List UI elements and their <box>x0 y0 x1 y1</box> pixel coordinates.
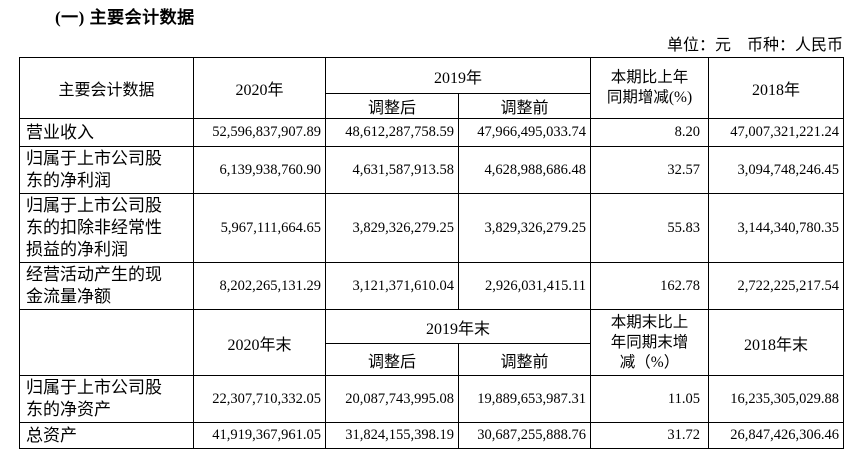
row-label: 营业收入 <box>19 118 194 147</box>
value-2020: 5,967,111,664.65 <box>193 193 326 263</box>
value-2019-pre: 3,829,326,279.25 <box>457 193 592 263</box>
value-2020: 8,202,265,131.29 <box>193 262 326 310</box>
value-2019-pre: 4,628,988,686.48 <box>457 146 592 194</box>
period-subheader-row: 调整后 调整前 <box>20 93 844 119</box>
value-2019-pre: 47,966,495,033.74 <box>457 118 592 147</box>
header-2018: 2018年 <box>708 57 845 119</box>
value-2018: 16,235,305,029.88 <box>708 375 845 423</box>
header-end-change-line2: 年同期末增 <box>610 333 689 351</box>
header-2018-end: 2018年末 <box>708 309 845 376</box>
header-end-change: 本期末比上 年同期末增 减（%） <box>590 309 710 376</box>
row-label: 归属于上市公司股东的净资产 <box>19 375 194 423</box>
value-change: 11.05 <box>590 375 710 423</box>
value-change: 8.20 <box>590 118 710 147</box>
row-operating-revenue: 营业收入 52,596,837,907.89 48,612,287,758.59… <box>19 118 845 147</box>
header-end-change-line1: 本期末比上 <box>610 313 689 331</box>
row-net-assets: 归属于上市公司股东的净资产 22,307,710,332.05 20,087,7… <box>19 375 845 423</box>
unit-currency-note: 单位：元 币种：人民币 <box>666 37 843 54</box>
value-2019-adjusted: 20,087,743,995.08 <box>325 375 459 423</box>
row-label: 归属于上市公司股东的扣除非经常性损益的净利润 <box>19 193 194 263</box>
header-2019-adjusted: 调整后 <box>325 93 459 119</box>
value-2018: 47,007,321,221.24 <box>708 118 845 147</box>
value-2018: 3,094,748,246.45 <box>708 146 845 194</box>
header-2019-end: 2019年末 <box>324 309 592 344</box>
header-2020: 2020年 <box>193 57 326 119</box>
header-end-change-line3: 减（%） <box>619 353 680 371</box>
value-2020: 6,139,938,760.90 <box>193 146 326 194</box>
value-change: 162.78 <box>590 262 710 310</box>
header-2019-end-pre-adjust: 调整前 <box>457 343 592 376</box>
row-net-profit: 归属于上市公司股东的净利润 6,139,938,760.90 4,631,587… <box>19 146 845 194</box>
header-metric: 主要会计数据 <box>19 57 194 119</box>
value-2019-adjusted: 3,121,371,610.04 <box>325 262 459 310</box>
value-2018: 26,847,426,306.46 <box>708 422 845 449</box>
value-change: 31.72 <box>590 422 710 449</box>
value-change: 55.83 <box>590 193 710 263</box>
row-operating-cash-flow: 经营活动产生的现金流量净额 8,202,265,131.29 3,121,371… <box>19 262 845 310</box>
value-2018: 2,722,225,217.54 <box>708 262 845 310</box>
row-label: 经营活动产生的现金流量净额 <box>19 262 194 310</box>
value-change: 32.57 <box>590 146 710 194</box>
value-2020: 52,596,837,907.89 <box>193 118 326 147</box>
header-period-change-line2: 同期增减(%) <box>606 89 693 106</box>
end-header-row: 2020年末 2019年末 本期末比上 年同期末增 减（%） 2018年末 <box>19 309 845 376</box>
row-net-profit-deducted: 归属于上市公司股东的扣除非经常性损益的净利润 5,967,111,664.65 … <box>19 193 845 263</box>
header-period-change: 本期比上年 同期增减(%) <box>590 57 710 119</box>
value-2019-pre: 2,926,031,415.11 <box>457 262 592 310</box>
row-total-assets: 总资产 41,919,367,961.05 31,824,155,398.19 … <box>19 422 845 449</box>
header-metric-empty <box>19 309 194 376</box>
value-2018: 3,144,340,780.35 <box>708 193 845 263</box>
header-2020-end: 2020年末 <box>193 309 326 376</box>
header-period-change-line1: 本期比上年 <box>610 69 689 86</box>
header-2019-pre-adjust: 调整前 <box>457 93 592 119</box>
period-header-row: 主要会计数据 2020年 2019年 本期比上年 同期增减(%) 2018年 <box>19 57 845 119</box>
section-title: (一) 主要会计数据 <box>55 8 195 27</box>
value-2019-adjusted: 31,824,155,398.19 <box>325 422 459 449</box>
header-2019: 2019年 <box>324 57 592 94</box>
row-label: 归属于上市公司股东的净利润 <box>19 146 194 194</box>
header-2019-end-adjusted: 调整后 <box>325 343 459 376</box>
value-2020: 22,307,710,332.05 <box>193 375 326 423</box>
accounting-data-table: 主要会计数据 2020年 2019年 本期比上年 同期增减(%) 2018年 调… <box>19 57 845 449</box>
value-2019-adjusted: 3,829,326,279.25 <box>325 193 459 263</box>
end-subheader-row: 调整后 调整前 <box>20 343 844 376</box>
value-2019-adjusted: 4,631,587,913.58 <box>325 146 459 194</box>
value-2019-adjusted: 48,612,287,758.59 <box>325 118 459 147</box>
row-label: 总资产 <box>19 422 194 449</box>
value-2019-pre: 30,687,255,888.76 <box>457 422 592 449</box>
value-2019-pre: 19,889,653,987.31 <box>457 375 592 423</box>
value-2020: 41,919,367,961.05 <box>193 422 326 449</box>
